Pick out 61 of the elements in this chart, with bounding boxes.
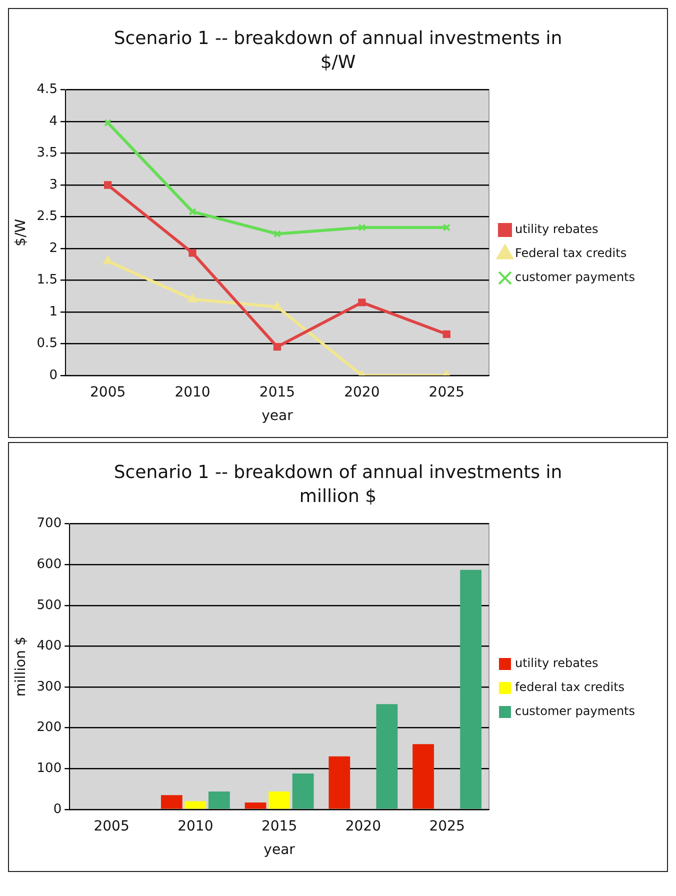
x-tick-label: 2020 [344, 384, 380, 400]
y-tick-label: 2 [49, 240, 58, 256]
x-tick-label: 2005 [94, 818, 130, 834]
point [103, 256, 112, 264]
y-tick-label: 4.5 [36, 82, 58, 98]
y-axis-title: $/W [13, 218, 30, 246]
y-tick-label: 200 [36, 720, 62, 736]
point [104, 181, 112, 189]
legend-label: utility rebates [514, 222, 598, 236]
x-tick-label: 2020 [345, 818, 381, 834]
bar [184, 801, 206, 809]
y-tick-label: 3 [49, 177, 58, 192]
legend-label: utility rebates [514, 656, 598, 670]
x-tick-label: 2010 [174, 384, 210, 400]
x-tick-label: 2025 [429, 818, 465, 834]
y-tick-label: 300 [36, 679, 62, 694]
y-tick-label: 100 [36, 760, 62, 776]
x-tick-label: 2025 [428, 384, 464, 400]
point [442, 330, 450, 338]
y-tick-label: 2.5 [36, 209, 58, 224]
y-tick-label: 3.5 [36, 146, 58, 161]
point [188, 208, 196, 216]
y-tick-label: 4 [49, 114, 58, 129]
bar [376, 704, 398, 809]
y-tick-label: 0.5 [36, 336, 58, 352]
y-tick-label: 700 [36, 516, 62, 532]
y-tick-label: 0 [49, 368, 58, 383]
x-axis-title: year [262, 408, 294, 424]
y-axis-title: million $ [13, 636, 30, 697]
x-tick-label: 2005 [90, 384, 126, 400]
bar [460, 570, 482, 809]
x-tick-label: 2010 [178, 818, 214, 834]
point [188, 294, 197, 302]
bar [160, 795, 182, 809]
bar [244, 802, 266, 809]
point [272, 302, 282, 310]
y-tick-label: 400 [36, 638, 62, 654]
point [273, 343, 282, 351]
y-tick-label: 500 [36, 598, 62, 613]
point [358, 298, 366, 306]
point [188, 249, 196, 257]
legend-label: Federal tax credits [514, 246, 627, 260]
bar [292, 773, 314, 809]
legend-label: customer payments [514, 704, 635, 718]
x-axis-title: year [264, 842, 296, 858]
y-tick-label: 1 [49, 304, 58, 320]
point [273, 230, 282, 238]
point [358, 224, 366, 232]
x-tick-label: 2015 [261, 818, 298, 834]
legend-label: federal tax credits [514, 680, 625, 694]
y-tick-label: 1.5 [36, 272, 58, 288]
y-tick-label: 600 [36, 556, 62, 572]
bar [268, 791, 290, 809]
legend-label: customer payments [514, 270, 635, 284]
chart-title: Scenario 1 -- breakdown of annual investments in $/W [112, 27, 564, 75]
bar [208, 791, 230, 809]
y-tick-label: 0 [53, 802, 62, 817]
chart-title: Scenario 1 -- breakdown of annual investments in million $ [112, 461, 564, 509]
bar [412, 744, 434, 809]
x-tick-label: 2015 [259, 384, 296, 400]
bar [328, 756, 350, 809]
